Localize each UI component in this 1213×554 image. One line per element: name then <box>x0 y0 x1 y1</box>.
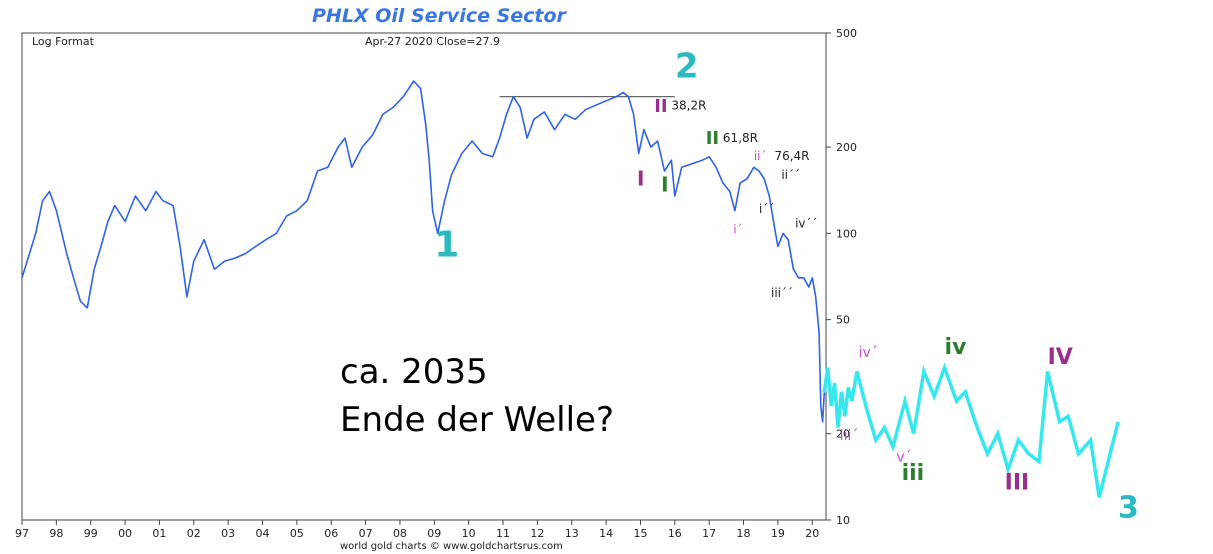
wave-label: i´ <box>733 222 742 236</box>
x-tick-label: 05 <box>290 527 304 540</box>
y-tick-label: 100 <box>836 227 857 240</box>
wave-label: I <box>637 166 644 190</box>
date-close-label: Apr-27 2020 Close=27.9 <box>365 35 500 48</box>
wave-label: 61,8R <box>723 131 758 145</box>
x-tick-label: 13 <box>565 527 579 540</box>
price-line <box>21 80 826 423</box>
x-tick-label: 14 <box>599 527 613 540</box>
y-tick-label: 50 <box>836 314 850 327</box>
projection-line <box>822 362 1120 498</box>
wave-label: II <box>706 128 719 149</box>
x-tick-label: 03 <box>221 527 235 540</box>
wave-label: IV <box>1048 345 1073 370</box>
x-tick-label: 18 <box>737 527 751 540</box>
wave-label: iv´ <box>859 345 878 361</box>
wave-label: III <box>1005 470 1030 495</box>
wave-label: iii <box>902 461 925 486</box>
y-tick-label: 10 <box>836 514 850 527</box>
x-tick-label: 97 <box>15 527 29 540</box>
x-tick-label: 12 <box>530 527 544 540</box>
wave-label: 38,2R <box>671 99 706 113</box>
wave-label: 3 <box>1118 491 1139 526</box>
wave-label: iv <box>945 335 968 360</box>
x-tick-label: 20 <box>805 527 819 540</box>
wave-label: iii´ <box>840 428 859 444</box>
x-tick-label: 11 <box>496 527 510 540</box>
wave-label: i´´ <box>759 202 774 216</box>
wave-label: I <box>661 172 668 196</box>
wave-label: ii´ <box>754 149 767 163</box>
x-tick-label: 07 <box>359 527 373 540</box>
y-tick-label: 500 <box>836 27 857 40</box>
annotation-line-2: Ende der Welle? <box>340 400 615 440</box>
x-tick-label: 01 <box>152 527 166 540</box>
x-tick-label: 15 <box>633 527 647 540</box>
wave-label: 2 <box>675 46 699 86</box>
wave-label: 1 <box>434 225 459 266</box>
x-tick-label: 00 <box>118 527 132 540</box>
wave-label: iv´´ <box>795 216 817 230</box>
y-tick-label: 20 <box>836 428 850 441</box>
chart-title: PHLX Oil Service Sector <box>312 5 566 27</box>
wave-label: 76,4R <box>774 149 809 163</box>
log-format-label: Log Format <box>32 35 94 48</box>
x-tick-label: 06 <box>324 527 338 540</box>
x-tick-label: 10 <box>462 527 476 540</box>
wave-label: II <box>654 96 667 117</box>
wave-label: ii´´ <box>781 168 800 182</box>
x-tick-label: 16 <box>668 527 682 540</box>
annotation-line-1: ca. 2035 <box>340 352 488 392</box>
y-tick-label: 200 <box>836 141 857 154</box>
wave-label: iii´´ <box>771 286 793 300</box>
x-tick-label: 08 <box>393 527 407 540</box>
x-tick-label: 99 <box>84 527 98 540</box>
x-tick-label: 02 <box>187 527 201 540</box>
credit-text: world gold charts © www.goldchartsrus.co… <box>340 541 563 552</box>
x-tick-label: 09 <box>427 527 441 540</box>
x-tick-label: 04 <box>256 527 270 540</box>
wave-label: v´ <box>896 449 911 465</box>
x-tick-label: 19 <box>771 527 785 540</box>
x-tick-label: 98 <box>49 527 63 540</box>
x-tick-label: 17 <box>702 527 716 540</box>
